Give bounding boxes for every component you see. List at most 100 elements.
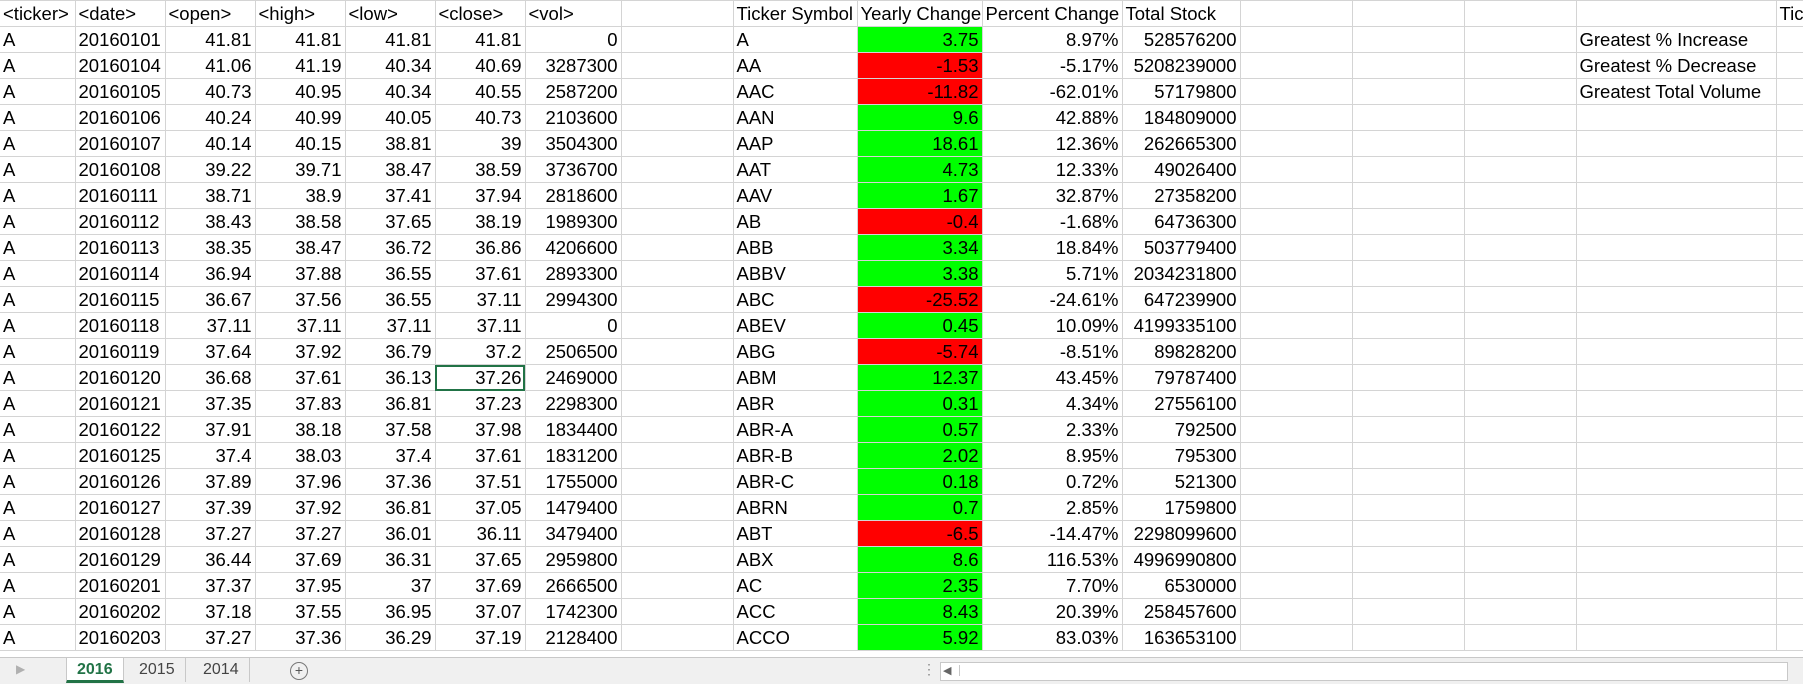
total-stock-cell[interactable]: 4996990800 [1122, 546, 1241, 573]
raw-cell[interactable]: 37.96 [255, 468, 346, 495]
raw-cell[interactable]: 39 [435, 130, 526, 157]
empty-cell[interactable] [1352, 156, 1465, 183]
raw-cell[interactable]: A [0, 312, 76, 339]
raw-cell[interactable]: A [0, 338, 76, 365]
raw-cell[interactable]: 36.81 [345, 390, 436, 417]
percent-change-cell[interactable]: 2.33% [982, 416, 1123, 443]
raw-cell[interactable]: 36.44 [165, 546, 256, 573]
empty-cell[interactable] [1776, 26, 1803, 53]
raw-cell[interactable]: 37.23 [435, 390, 526, 417]
raw-cell[interactable]: 2298300 [525, 390, 622, 417]
raw-cell[interactable]: A [0, 494, 76, 521]
raw-cell[interactable]: 37.4 [345, 442, 436, 469]
empty-cell[interactable] [1240, 468, 1353, 495]
raw-cell[interactable]: A [0, 416, 76, 443]
raw-cell[interactable]: 20160127 [75, 494, 166, 521]
raw-cell[interactable]: 40.34 [345, 52, 436, 79]
yearly-change-cell[interactable]: 3.75 [857, 26, 983, 53]
empty-cell[interactable] [1464, 468, 1577, 495]
header-cell[interactable] [1352, 0, 1465, 27]
empty-cell[interactable] [1576, 182, 1777, 209]
raw-cell[interactable]: 1742300 [525, 598, 622, 625]
empty-cell[interactable] [1576, 598, 1777, 625]
total-stock-cell[interactable]: 521300 [1122, 468, 1241, 495]
total-stock-cell[interactable]: 795300 [1122, 442, 1241, 469]
raw-cell[interactable]: 4206600 [525, 234, 622, 261]
raw-cell[interactable]: 2818600 [525, 182, 622, 209]
raw-cell[interactable]: 2959800 [525, 546, 622, 573]
total-stock-cell[interactable]: 1759800 [1122, 494, 1241, 521]
empty-cell[interactable] [1352, 78, 1465, 105]
raw-cell[interactable]: 36.79 [345, 338, 436, 365]
percent-change-cell[interactable]: -14.47% [982, 520, 1123, 547]
empty-cell[interactable] [621, 468, 734, 495]
empty-cell[interactable] [1240, 312, 1353, 339]
header-cell[interactable]: <high> [255, 0, 346, 27]
raw-cell[interactable]: 20160118 [75, 312, 166, 339]
raw-cell[interactable]: 38.81 [345, 130, 436, 157]
raw-cell[interactable]: 40.24 [165, 104, 256, 131]
empty-cell[interactable] [1240, 78, 1353, 105]
raw-cell[interactable]: 41.81 [165, 26, 256, 53]
yearly-change-cell[interactable]: 0.7 [857, 494, 983, 521]
raw-cell[interactable]: 37.65 [435, 546, 526, 573]
empty-cell[interactable] [1776, 598, 1803, 625]
raw-cell[interactable]: 37.69 [435, 572, 526, 599]
raw-cell[interactable]: 38.59 [435, 156, 526, 183]
raw-cell[interactable]: 37.27 [165, 624, 256, 651]
greatest-label-cell[interactable]: Greatest % Decrease [1576, 52, 1777, 79]
raw-cell[interactable]: 36.55 [345, 286, 436, 313]
raw-cell[interactable]: 37.89 [165, 468, 256, 495]
raw-cell[interactable]: 38.47 [255, 234, 346, 261]
raw-cell[interactable]: 37.11 [165, 312, 256, 339]
empty-cell[interactable] [1576, 104, 1777, 131]
raw-cell[interactable]: 20160115 [75, 286, 166, 313]
summary-ticker-cell[interactable]: ABB [733, 234, 858, 261]
raw-cell[interactable]: A [0, 442, 76, 469]
raw-cell[interactable]: 38.9 [255, 182, 346, 209]
empty-cell[interactable] [1240, 208, 1353, 235]
percent-change-cell[interactable]: 12.33% [982, 156, 1123, 183]
raw-cell[interactable]: 37.61 [435, 260, 526, 287]
empty-cell[interactable] [1576, 624, 1777, 651]
raw-cell[interactable]: A [0, 130, 76, 157]
header-cell[interactable]: Total Stock [1122, 0, 1241, 27]
header-cell[interactable]: Ticker Symbol [733, 0, 858, 27]
raw-cell[interactable]: 37.18 [165, 598, 256, 625]
summary-ticker-cell[interactable]: ABT [733, 520, 858, 547]
empty-cell[interactable] [1576, 338, 1777, 365]
header-cell[interactable]: Yearly Change [857, 0, 983, 27]
percent-change-cell[interactable]: 32.87% [982, 182, 1123, 209]
empty-cell[interactable] [1776, 208, 1803, 235]
raw-cell[interactable]: 2506500 [525, 338, 622, 365]
summary-ticker-cell[interactable]: ABR-A [733, 416, 858, 443]
raw-cell[interactable]: 37.88 [255, 260, 346, 287]
raw-cell[interactable]: 37.11 [435, 286, 526, 313]
raw-cell[interactable]: 37.36 [345, 468, 436, 495]
empty-cell[interactable] [1776, 546, 1803, 573]
yearly-change-cell[interactable]: 3.38 [857, 260, 983, 287]
raw-cell[interactable]: 36.67 [165, 286, 256, 313]
yearly-change-cell[interactable]: 0.57 [857, 416, 983, 443]
raw-cell[interactable]: 40.05 [345, 104, 436, 131]
empty-cell[interactable] [1576, 546, 1777, 573]
raw-cell[interactable]: 20160122 [75, 416, 166, 443]
raw-cell[interactable]: 36.72 [345, 234, 436, 261]
empty-cell[interactable] [1576, 364, 1777, 391]
empty-cell[interactable] [1352, 572, 1465, 599]
raw-cell[interactable]: 20160108 [75, 156, 166, 183]
header-cell[interactable]: <open> [165, 0, 256, 27]
empty-cell[interactable] [1352, 104, 1465, 131]
raw-cell[interactable]: 20160111 [75, 182, 166, 209]
raw-cell[interactable]: 36.55 [345, 260, 436, 287]
header-cell[interactable]: Percent Change [982, 0, 1123, 27]
header-cell[interactable]: <date> [75, 0, 166, 27]
empty-cell[interactable] [1352, 26, 1465, 53]
percent-change-cell[interactable]: 20.39% [982, 598, 1123, 625]
total-stock-cell[interactable]: 528576200 [1122, 26, 1241, 53]
total-stock-cell[interactable]: 27556100 [1122, 390, 1241, 417]
empty-cell[interactable] [621, 26, 734, 53]
empty-cell[interactable] [1776, 156, 1803, 183]
raw-cell[interactable]: 37.19 [435, 624, 526, 651]
empty-cell[interactable] [1464, 494, 1577, 521]
